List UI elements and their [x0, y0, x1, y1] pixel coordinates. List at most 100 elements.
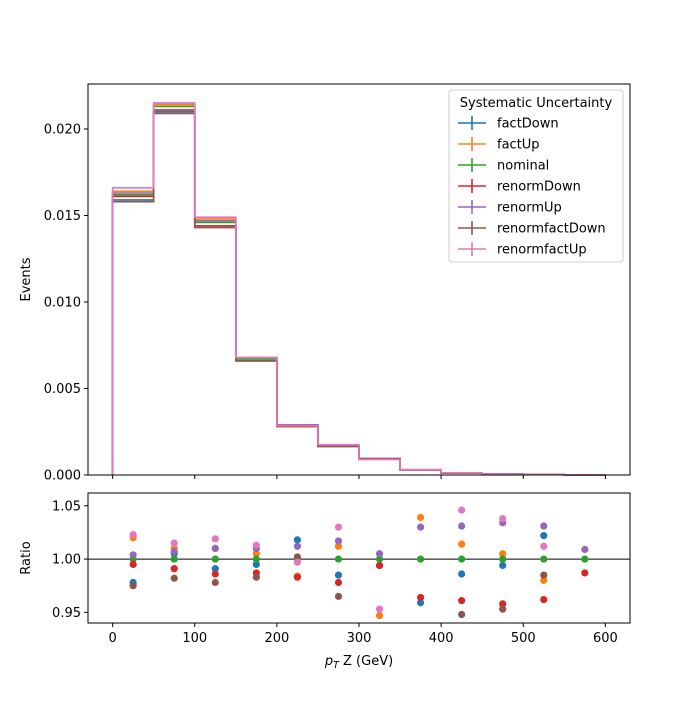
ratio-point-renormfactUp: [499, 514, 507, 523]
main-plot-panel: 0.000 0.005 0.010 0.015 0.020 Events: [19, 83, 631, 484]
ratio-point-factDown: [293, 536, 302, 544]
ratio-point-renormfactDown: [458, 610, 466, 619]
ratio-ylabel: Ratio: [19, 541, 34, 574]
legend-box: [448, 89, 624, 263]
main-ylabel: Events: [19, 257, 34, 301]
ratio-point-renormfactDown: [252, 573, 260, 581]
xlabel-rest: Z (GeV): [339, 654, 393, 669]
ratio-point-renormDown: [334, 578, 343, 587]
ratio-plot-panel: 0.95 1.00 1.05 0 100 200 300 400 500 600 Ratio pT Z…: [19, 492, 631, 671]
ratio-point-renormDown: [499, 600, 507, 608]
ratio-point-nominal: [170, 555, 178, 563]
ratio-point-renormDown: [581, 569, 589, 577]
ratio-axes-frame: [87, 492, 631, 624]
legend-label-factUp: factUp: [497, 138, 540, 153]
xlabel-subscript: T: [333, 660, 340, 671]
ratio-xtick-label: 0: [108, 631, 116, 646]
ratio-point-renormfactUp: [334, 523, 343, 531]
ratio-point-renormDown: [458, 597, 466, 605]
ratio-point-nominal: [499, 555, 507, 563]
ratio-point-nominal: [334, 555, 343, 563]
ratio-ytick-label: 1.05: [52, 499, 81, 514]
ratio-point-renormfactUp: [375, 605, 384, 613]
ratio-point-renormfactDown: [540, 571, 548, 579]
ratio-point-factUp: [499, 550, 507, 558]
ratio-point-renormUp: [540, 522, 548, 530]
ratio-ytick-label: 0.95: [52, 606, 81, 621]
legend-label-renormDown: renormDown: [497, 180, 581, 195]
ratio-point-renormfactUp: [252, 541, 260, 549]
legend-item-renormfactDown: renormfactDown: [458, 221, 606, 237]
ratio-point-renormDown: [293, 573, 302, 581]
ratio-point-renormfactDown: [170, 574, 178, 582]
ratio-point-nominal: [211, 555, 219, 563]
legend-label-renormUp: renormUp: [497, 201, 562, 216]
legend-label-renormfactDown: renormfactDown: [497, 222, 606, 237]
main-ytick-label: 0.000: [44, 469, 81, 484]
ratio-point-factUp: [375, 611, 384, 620]
ratio-point-factDown: [416, 599, 425, 607]
ratio-point-renormfactUp: [129, 530, 137, 539]
ratio-point-factDown: [499, 561, 507, 570]
ratio-point-renormUp: [375, 550, 384, 558]
main-ytick-label: 0.020: [44, 122, 81, 137]
ratio-point-factDown: [252, 560, 260, 568]
ratio-point-nominal: [581, 555, 589, 563]
ratio-point-renormfactUp: [170, 539, 178, 547]
ratio-point-renormfactUp: [211, 535, 219, 543]
ratio-point-renormfactDown: [334, 592, 343, 600]
ratio-point-factUp: [416, 513, 425, 522]
main-ytick-label: 0.010: [44, 295, 81, 310]
ratio-point-factDown: [540, 532, 548, 540]
ratio-xtick-label: 200: [264, 631, 289, 646]
ratio-xtick-label: 100: [182, 631, 207, 646]
ratio-point-nominal: [540, 555, 548, 563]
ratio-point-renormDown: [416, 593, 425, 602]
ratio-point-renormfactUp: [540, 542, 548, 550]
ratio-point-factDown: [211, 565, 219, 573]
main-ytick-label: 0.015: [44, 209, 81, 224]
ratio-xtick-label: 400: [429, 631, 454, 646]
ratio-point-factDown: [334, 571, 343, 579]
ratio-point-nominal: [252, 555, 260, 563]
ratio-point-factUp: [540, 576, 548, 584]
series-renormfactUp-step: [111, 102, 606, 476]
ratio-point-renormUp: [293, 542, 302, 550]
ratio-point-factUp: [334, 542, 343, 550]
ratio-point-renormUp: [458, 522, 466, 530]
ratio-point-renormfactDown: [293, 553, 302, 561]
ratio-point-factUp: [252, 550, 260, 558]
legend-item-renormUp: renormUp: [458, 200, 562, 216]
main-ytick-label: 0.005: [44, 382, 81, 397]
legend-item-renormDown: renormDown: [458, 179, 581, 195]
ratio-point-renormDown: [129, 560, 137, 568]
ratio-point-renormUp: [581, 545, 589, 554]
ratio-point-factUp: [458, 540, 466, 548]
ratio-point-nominal: [416, 555, 425, 563]
ratio-point-renormUp: [129, 551, 137, 559]
legend-item-nominal: nominal: [458, 158, 549, 174]
ratio-point-renormDown: [211, 570, 219, 578]
ratio-xtick-label: 300: [347, 631, 372, 646]
ratio-point-renormUp: [211, 544, 219, 553]
ratio-point-renormfactUp: [458, 506, 466, 514]
ratio-point-renormfactUp: [293, 558, 302, 566]
ratio-point-renormUp: [170, 548, 178, 556]
legend-item-factDown: factDown: [458, 116, 559, 132]
legend-item-factUp: factUp: [458, 137, 540, 153]
legend: Systematic Uncertainty factDown factUp nomi…: [448, 89, 624, 263]
ratio-point-renormfactDown: [499, 605, 507, 613]
xlabel-base: p: [324, 654, 333, 669]
ratio-ytick-label: 1.00: [52, 553, 81, 568]
ratio-point-renormUp: [416, 523, 425, 531]
legend-label-nominal: nominal: [497, 159, 549, 174]
ratio-point-renormUp: [334, 537, 343, 545]
ratio-point-renormDown: [375, 561, 384, 570]
ratio-point-renormfactDown: [211, 578, 219, 587]
ratio-xtick-label: 600: [593, 631, 618, 646]
ratio-xlabel: pT Z (GeV): [324, 654, 393, 671]
legend-label-renormfactUp: renormfactUp: [497, 243, 587, 258]
ratio-xtick-label: 500: [511, 631, 536, 646]
ratio-point-renormDown: [170, 565, 178, 573]
